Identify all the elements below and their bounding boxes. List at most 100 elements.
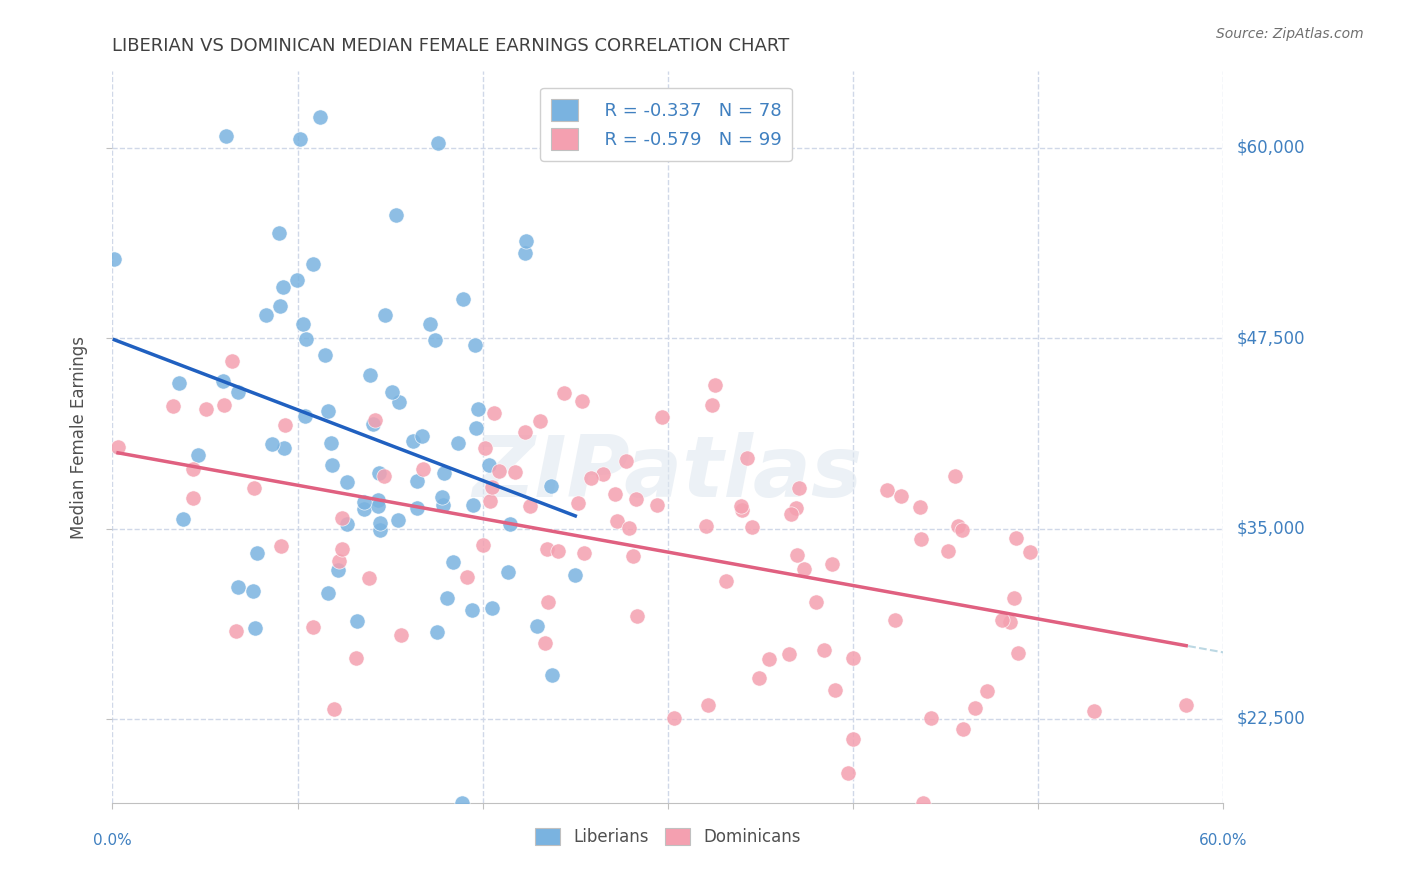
Point [758, 652, 780, 666]
Point [910, 500, 932, 515]
Point [412, 462, 434, 476]
Point [785, 501, 807, 516]
Point [367, 499, 389, 513]
Point [963, 701, 986, 715]
Point [948, 519, 970, 533]
Point [529, 414, 551, 428]
Point [730, 499, 752, 513]
Point [326, 563, 349, 577]
Point [254, 308, 277, 322]
Point [359, 368, 381, 382]
Point [221, 354, 243, 368]
Point [107, 440, 129, 454]
Point [841, 732, 863, 747]
Point [301, 620, 323, 634]
Point [1018, 545, 1040, 559]
Point [406, 475, 429, 489]
Point [889, 489, 911, 503]
Point [920, 711, 942, 725]
Point [314, 348, 336, 362]
Point [291, 317, 314, 331]
Point [1005, 531, 1028, 545]
Point [402, 434, 425, 449]
Point [361, 417, 384, 431]
Point [368, 516, 391, 530]
Point [322, 702, 344, 716]
Point [388, 395, 411, 409]
Point [481, 601, 503, 615]
Point [467, 402, 489, 417]
Point [270, 539, 292, 553]
Point [451, 292, 474, 306]
Point [1175, 698, 1198, 712]
Point [786, 548, 808, 562]
Point [461, 498, 484, 512]
Text: ZIPatlas: ZIPatlas [472, 432, 863, 516]
Point [780, 507, 803, 521]
Point [464, 421, 486, 435]
Point [571, 394, 593, 409]
Point [368, 523, 391, 537]
Point [479, 494, 502, 508]
Point [911, 796, 934, 810]
Point [243, 481, 266, 495]
Point [353, 501, 375, 516]
Point [526, 619, 548, 633]
Point [541, 668, 564, 682]
Point [813, 643, 835, 657]
Point [389, 627, 412, 641]
Text: 60.0%: 60.0% [1199, 833, 1247, 848]
Point [226, 580, 249, 594]
Point [1083, 705, 1105, 719]
Point [515, 234, 537, 248]
Point [695, 519, 717, 533]
Point [704, 378, 727, 392]
Point [645, 499, 668, 513]
Point [346, 614, 368, 628]
Point [316, 586, 339, 600]
Point [626, 609, 648, 624]
Point [537, 594, 560, 608]
Point [976, 683, 998, 698]
Point [316, 404, 339, 418]
Y-axis label: Median Female Earnings: Median Female Earnings [70, 335, 89, 539]
Point [353, 494, 375, 508]
Point [172, 512, 194, 526]
Point [451, 796, 474, 810]
Point [621, 549, 644, 564]
Point [294, 409, 316, 424]
Point [883, 613, 905, 627]
Point [474, 441, 496, 455]
Point [195, 402, 218, 417]
Point [950, 523, 973, 537]
Point [496, 565, 519, 579]
Point [564, 567, 586, 582]
Text: $60,000: $60,000 [1237, 138, 1306, 157]
Point [260, 437, 283, 451]
Point [226, 385, 249, 400]
Point [540, 479, 562, 493]
Point [242, 584, 264, 599]
Point [778, 648, 800, 662]
Point [748, 672, 770, 686]
Point [336, 475, 359, 489]
Point [456, 569, 478, 583]
Point [592, 467, 614, 481]
Point [332, 542, 354, 557]
Point [624, 492, 647, 507]
Point [991, 613, 1014, 627]
Point [374, 308, 396, 322]
Point [387, 513, 409, 527]
Point [735, 450, 758, 465]
Point [273, 441, 295, 455]
Point [406, 501, 429, 516]
Point [824, 683, 846, 698]
Point [269, 299, 291, 313]
Text: $35,000: $35,000 [1237, 519, 1306, 538]
Point [700, 398, 723, 412]
Point [267, 226, 290, 240]
Text: 0.0%: 0.0% [93, 833, 132, 848]
Point [359, 571, 381, 585]
Point [441, 555, 464, 569]
Point [212, 374, 235, 388]
